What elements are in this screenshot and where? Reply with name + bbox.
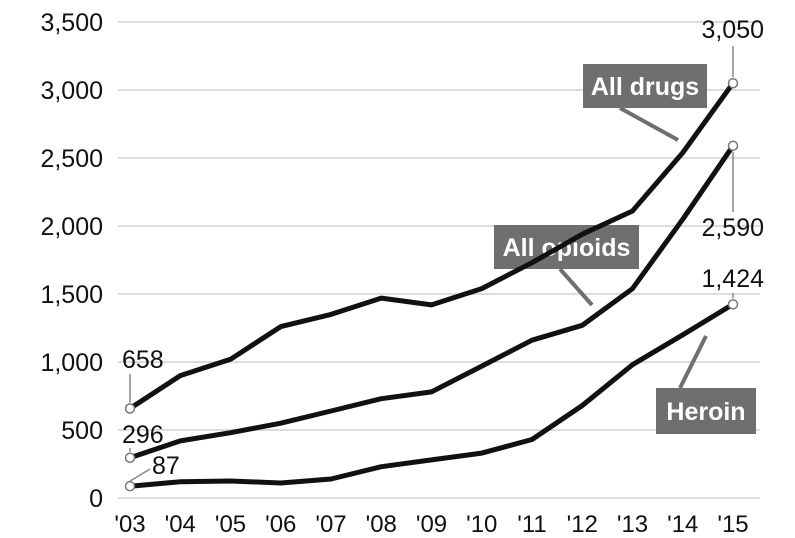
heroin-line (127, 301, 736, 489)
all-opioids-tag-label: All opioids (503, 234, 631, 262)
x-tick-label: '12 (567, 511, 598, 538)
all-opioids-line (127, 143, 736, 461)
all-drugs-tag-pointer (619, 106, 679, 142)
all-drugs-line (127, 80, 736, 411)
x-axis-ticks: '03 '04 '05 '06 '07 '08 '09 '10 '11 '12 '13 '14 '15 (114, 511, 748, 538)
y-tick-label: 1,000 (40, 349, 103, 377)
heroin-tag-label: Heroin (666, 398, 745, 426)
x-tick-label: '04 (165, 511, 196, 538)
y-tick-label: 0 (89, 485, 103, 513)
x-tick-label: '07 (315, 511, 346, 538)
x-tick-label: '09 (416, 511, 447, 538)
heroin-point-marker (727, 299, 739, 310)
start-value-label: 87 (152, 452, 180, 480)
x-tick-label: '11 (517, 511, 547, 538)
heroin-tag: Heroin (656, 335, 756, 434)
x-tick-label: '08 (366, 511, 397, 538)
y-axis-ticks: 0 500 1,000 1,500 2,000 2,500 3,000 3,500 (40, 9, 103, 513)
y-tick-label: 500 (61, 417, 103, 445)
y-tick-label: 3,500 (40, 9, 103, 37)
heroin-tag-pointer (678, 335, 708, 389)
all-drugs-point-marker (124, 403, 136, 414)
end-value-label: 2,590 (701, 214, 764, 242)
start-label-leader (129, 468, 151, 482)
end-value-label: 1,424 (701, 265, 764, 293)
all-drugs-point-marker (727, 77, 739, 89)
heroin-tag-box (656, 388, 756, 434)
y-tick-label: 2,500 (40, 145, 103, 173)
y-tick-label: 1,500 (40, 281, 103, 309)
start-value-label: 296 (122, 421, 164, 449)
x-tick-label: '13 (617, 511, 648, 538)
x-tick-label: '06 (265, 511, 296, 538)
x-tick-label: '15 (717, 511, 748, 538)
end-value-label: 3,050 (701, 16, 764, 44)
x-tick-label: '14 (667, 511, 698, 538)
x-tick-label: '05 (215, 511, 246, 538)
series-lines (124, 77, 739, 492)
x-tick-label: '10 (466, 511, 497, 538)
all-opioids-point-marker (727, 140, 739, 152)
series-tags: All drugs All opioids Heroin (494, 64, 756, 434)
x-tick-label: '03 (114, 511, 145, 538)
value-labels: 658 296 87 3,050 2,590 1,424 (122, 16, 764, 482)
all-opioids-tag-pointer (558, 267, 594, 307)
start-value-label: 658 (122, 346, 164, 374)
all-drugs-tag: All drugs (583, 64, 707, 142)
all-opioids-tag-box (494, 225, 639, 269)
y-tick-label: 2,000 (40, 213, 103, 241)
all-drugs-tag-label: All drugs (591, 73, 699, 101)
all-opioids-tag: All opioids (494, 225, 639, 307)
heroin-point-marker (124, 480, 136, 492)
y-tick-label: 3,000 (40, 77, 103, 105)
all-opioids-point-marker (124, 452, 136, 463)
all-drugs-tag-box (583, 64, 707, 108)
